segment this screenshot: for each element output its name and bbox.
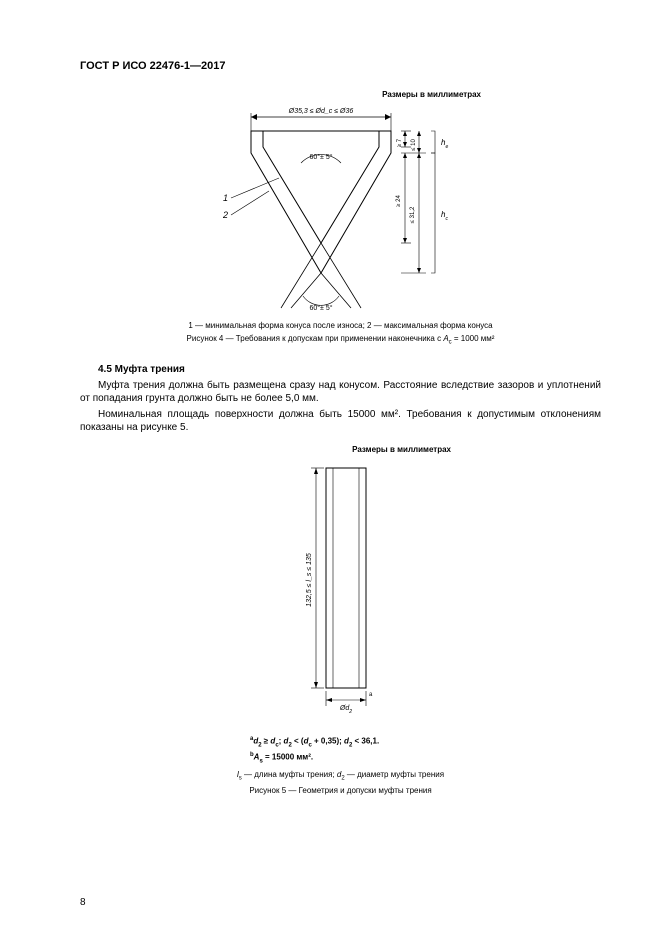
dimension-units-label: Размеры в миллиметрах <box>80 90 601 99</box>
fig5-note-a-marker: a <box>369 692 373 698</box>
fig5-note-a: ad2 ≥ dc; d2 < (dc + 0,35); d2 < 36,1. <box>250 736 601 748</box>
fig4-he: he <box>441 138 448 150</box>
page-number: 8 <box>80 897 86 908</box>
fig4-ref1: 1 <box>223 193 228 203</box>
section-4-5-p2: Номинальная площадь поверхности должна б… <box>80 408 601 435</box>
section-4-5-title: 4.5 Муфта трения <box>98 364 601 375</box>
figure-5: 132,5 ≤ l_s ≤ 135 Ød2 a <box>80 458 601 728</box>
fig4-top-dim: Ø35,3 ≤ Ød_c ≤ Ø36 <box>287 108 353 115</box>
fig4-dim-312: ≤ 31,2 <box>410 206 416 223</box>
fig5-note-b: bAs = 15000 мм². <box>250 752 601 764</box>
figure-5-legend: ls — длина муфты трения; d2 — диаметр му… <box>80 770 601 782</box>
figure-4: Ø35,3 ≤ Ød_c ≤ Ø36 ≥ 7 ≤ 10 he <box>80 103 601 313</box>
fig4-dim-7: ≥ 7 <box>397 138 403 147</box>
fig4-hc: hc <box>441 210 448 222</box>
figure-4-caption: Рисунок 4 — Требования к допускам при пр… <box>80 334 601 346</box>
fig4-bottom-angle: 60°± 5° <box>309 304 332 312</box>
fig5-vdim: 132,5 ≤ l_s ≤ 135 <box>306 553 313 607</box>
figure-4-legend: 1 — минимальная форма конуса после износ… <box>80 321 601 330</box>
figure-5-caption: Рисунок 5 — Геометрия и допуски муфты тр… <box>80 786 601 795</box>
fig4-dim-24: ≥ 24 <box>396 195 402 207</box>
fig5-hdim: Ød2 <box>338 705 351 715</box>
fig4-angle: 60°± 5° <box>309 153 332 161</box>
fig4-dim-10: ≤ 10 <box>411 139 417 151</box>
section-4-5-p1: Муфта трения должна быть размещена сразу… <box>80 379 601 406</box>
dimension-units-label-2: Размеры в миллиметрах <box>80 445 601 454</box>
document-header: ГОСТ Р ИСО 22476-1—2017 <box>80 60 601 72</box>
fig4-ref2: 2 <box>222 210 228 220</box>
